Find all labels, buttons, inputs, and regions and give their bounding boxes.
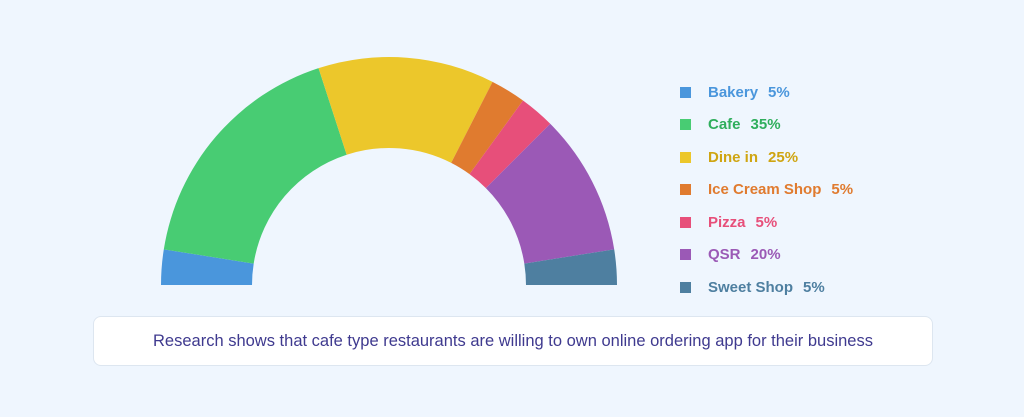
- slice-bakery: [161, 249, 254, 285]
- legend-value: 35%: [750, 116, 781, 134]
- legend-item: Sweet Shop 5%: [680, 271, 853, 304]
- legend-value: 20%: [750, 246, 781, 264]
- research-note-text: Research shows that cafe type restaurant…: [153, 331, 873, 350]
- legend-swatch: [680, 184, 691, 196]
- legend-label: Pizza: [708, 213, 746, 231]
- slice-dine-in: [318, 56, 493, 163]
- legend-label: Cafe: [708, 116, 741, 134]
- legend-swatch: [680, 151, 691, 163]
- legend-item: Pizza 5%: [680, 206, 853, 239]
- legend-item: Dine in 25%: [680, 141, 853, 174]
- legend-label: QSR: [708, 246, 741, 264]
- legend-value: 5%: [831, 181, 854, 199]
- legend-swatch: [680, 281, 691, 293]
- legend-item: Cafe 35%: [680, 109, 853, 142]
- legend-item: QSR 20%: [680, 239, 853, 272]
- slice-sweet-shop: [524, 249, 617, 285]
- slice-cafe: [163, 68, 347, 264]
- legend-swatch: [680, 119, 691, 131]
- research-note: Research shows that cafe type restaurant…: [93, 316, 933, 366]
- legend-value: 25%: [768, 148, 799, 166]
- legend-value: 5%: [755, 213, 778, 231]
- legend-value: 5%: [803, 278, 825, 296]
- slice-pizza: [469, 100, 551, 189]
- legend-value: 5%: [768, 83, 790, 101]
- legend-label: Dine in: [708, 148, 759, 166]
- legend-swatch: [680, 86, 691, 98]
- legend-item: Ice Cream Shop 5%: [680, 174, 853, 207]
- legend-swatch: [680, 249, 691, 261]
- legend-item: Bakery 5%: [680, 76, 853, 109]
- slice-ice-cream-shop: [451, 81, 524, 175]
- legend-label: Ice Cream Shop: [708, 181, 822, 199]
- legend-swatch: [680, 216, 691, 228]
- legend-label: Sweet Shop: [708, 278, 794, 296]
- legend: Bakery 5% Cafe 35% Dine in 25% Ice Cream Shop 5…: [680, 76, 853, 304]
- legend-label: Bakery: [708, 83, 759, 101]
- slice-qsr: [485, 123, 615, 264]
